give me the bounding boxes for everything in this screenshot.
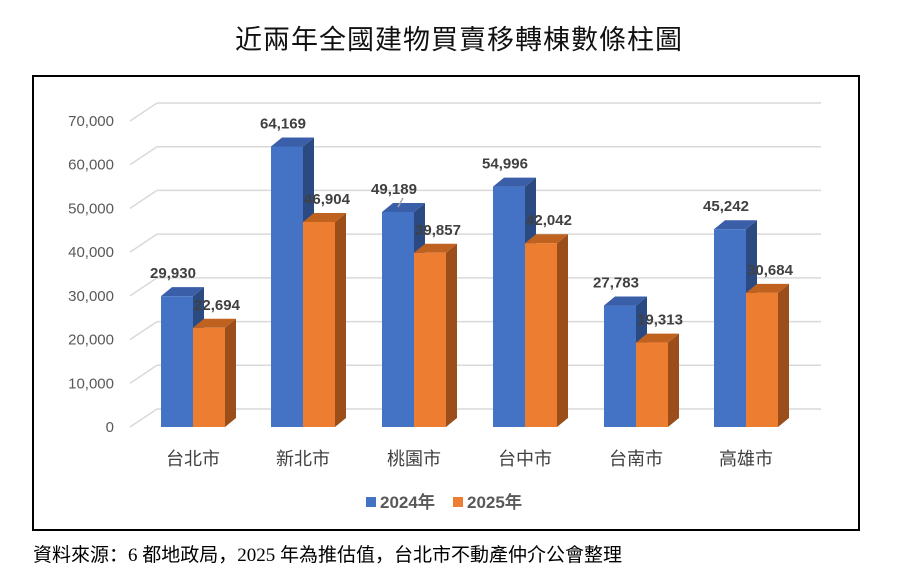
data-label: 49,189: [371, 181, 417, 198]
bar-2025年-新北市: [303, 212, 346, 427]
bar-2024年-台中市: [493, 177, 536, 427]
gridline: [129, 408, 821, 428]
gridline: [129, 189, 821, 210]
data-label: 30,684: [747, 262, 794, 279]
data-label: 39,857: [415, 222, 461, 239]
y-tick-label: 60,000: [68, 157, 114, 174]
bar-2025年-台中市: [525, 234, 568, 427]
gridline: [129, 364, 821, 384]
data-label: 27,783: [593, 275, 639, 292]
source-note: 資料來源：6 都地政局，2025 年為推估值，台北市不動產仲介公會整理: [33, 545, 623, 566]
y-tick-label: 30,000: [68, 288, 114, 305]
chart-frame: [32, 75, 860, 531]
legend-item-2025年: 2025年: [453, 492, 522, 512]
chart-title: 近兩年全國建物買賣移轉棟數條柱圖: [235, 25, 683, 55]
leader-line: [397, 197, 404, 208]
data-label: 54,996: [482, 156, 528, 173]
data-label: 22,694: [194, 297, 241, 314]
gridline: [129, 102, 821, 122]
x-category-label: 桃園市: [387, 449, 441, 470]
gridline: [129, 145, 821, 166]
legend-item-2024年: 2024年: [366, 492, 435, 512]
x-category-label: 高雄市: [719, 449, 773, 470]
data-label: 29,930: [150, 265, 196, 282]
y-tick-label: 0: [106, 419, 114, 436]
legend-swatch: [453, 497, 463, 507]
y-tick-label: 70,000: [68, 113, 114, 130]
legend-swatch: [366, 497, 376, 507]
data-label: 46,904: [304, 191, 351, 208]
x-category-label: 台中市: [498, 449, 552, 470]
data-label: 45,242: [703, 198, 749, 215]
data-label: 64,169: [260, 115, 306, 132]
bar-2024年-台北市: [161, 287, 204, 427]
data-label: 19,313: [637, 312, 683, 329]
bar-2025年-桃園市: [414, 243, 457, 427]
bar-2025年-台南市: [636, 333, 679, 427]
data-label: 42,042: [526, 212, 572, 229]
y-tick-label: 40,000: [68, 244, 114, 261]
y-tick-label: 50,000: [68, 200, 114, 217]
gridline: [129, 277, 821, 297]
legend-label: 2025年: [467, 492, 522, 512]
x-category-label: 台北市: [166, 449, 220, 470]
y-tick-label: 20,000: [68, 332, 114, 349]
x-category-label: 新北市: [276, 449, 330, 470]
gridline: [129, 233, 821, 253]
x-category-label: 台南市: [609, 449, 663, 470]
y-tick-label: 10,000: [68, 375, 114, 392]
gridline: [129, 320, 821, 341]
bar-2025年-高雄市: [746, 283, 789, 427]
legend: 2024年 2025年: [366, 492, 522, 512]
bar-2025年-台北市: [193, 318, 236, 427]
legend-label: 2024年: [380, 492, 435, 512]
